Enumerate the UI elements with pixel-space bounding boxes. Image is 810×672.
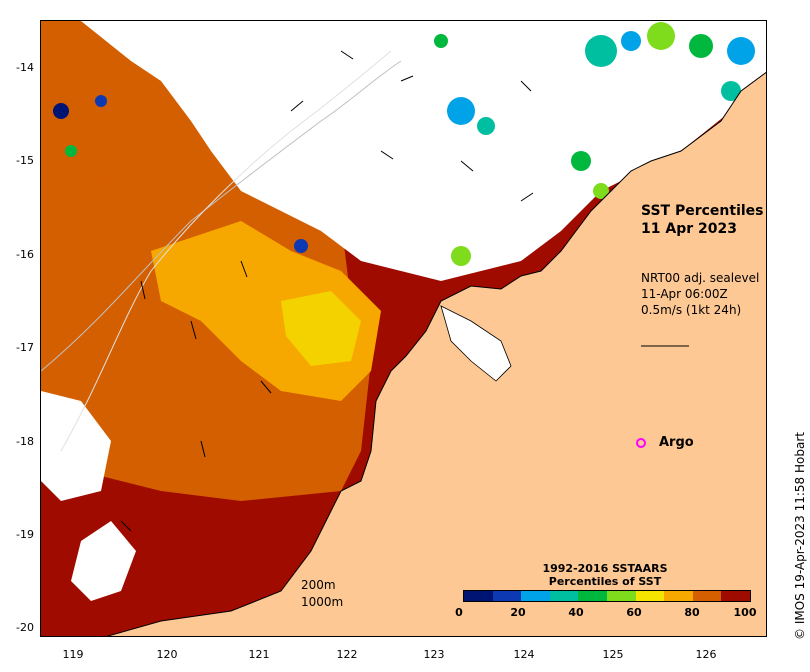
cloud-patch-west bbox=[41, 391, 111, 501]
current-time: 11-Apr 06:00Z bbox=[641, 287, 728, 301]
current-legend: NRT00 adj. sealevel 11-Apr 06:00Z 0.5m/s… bbox=[641, 270, 759, 318]
map-title-line2: 11 Apr 2023 bbox=[641, 221, 737, 237]
argo-label: Argo bbox=[659, 435, 694, 450]
sst-field-yellow bbox=[281, 291, 361, 366]
lon-label-125: 125 bbox=[602, 648, 624, 661]
colorbar-title: 1992-2016 SSTAARS Percentiles of SST bbox=[495, 562, 715, 588]
lat-label-17: -17 bbox=[16, 341, 34, 354]
colorbar-title-line2: Percentiles of SST bbox=[548, 575, 662, 588]
lat-label-18: -18 bbox=[16, 435, 34, 448]
credit-text: © IMOS 19-Apr-2023 11:58 Hobart bbox=[793, 432, 807, 640]
lon-label-124: 124 bbox=[513, 648, 535, 661]
cloud-patch-sw bbox=[71, 521, 136, 601]
map-canvas bbox=[41, 21, 766, 636]
colorbar-segment-3 bbox=[549, 591, 579, 601]
land-inlet bbox=[440, 305, 512, 382]
lon-label-121: 121 bbox=[248, 648, 270, 661]
colorbar-tick-60: 60 bbox=[626, 606, 642, 619]
colorbar-segment-9 bbox=[721, 591, 750, 601]
sst-speckles bbox=[53, 22, 755, 266]
colorbar-title-line1: 1992-2016 SSTAARS bbox=[542, 562, 668, 575]
map-title-line1: SST Percentiles bbox=[641, 203, 764, 219]
colorbar-tick-80: 80 bbox=[684, 606, 700, 619]
argo-marker-icon[interactable] bbox=[636, 438, 646, 448]
bathy-1000-label: 1000m bbox=[301, 595, 344, 609]
current-label: NRT00 adj. sealevel bbox=[641, 271, 760, 285]
current-vectors bbox=[120, 50, 689, 532]
colorbar-segment-4 bbox=[578, 591, 607, 601]
lat-label-16: -16 bbox=[16, 248, 34, 261]
current-scale: 0.5m/s (1kt 24h) bbox=[641, 303, 742, 317]
colorbar-segment-2 bbox=[521, 591, 550, 601]
colorbar-tick-40: 40 bbox=[568, 606, 584, 619]
colorbar-segment-7 bbox=[664, 591, 693, 601]
bathy-200-label: 200m bbox=[301, 578, 336, 592]
lon-label-120: 120 bbox=[156, 648, 178, 661]
map-title: SST Percentiles 11 Apr 2023 bbox=[641, 202, 764, 238]
lon-label-126: 126 bbox=[695, 648, 717, 661]
colorbar-segment-0 bbox=[464, 591, 493, 601]
bathy-contour-200 bbox=[41, 60, 402, 372]
lon-label-122: 122 bbox=[336, 648, 358, 661]
colorbar-tick-100: 100 bbox=[733, 606, 757, 619]
colorbar-tick-0: 0 bbox=[455, 606, 463, 619]
map-frame bbox=[40, 20, 767, 637]
colorbar bbox=[463, 590, 751, 602]
lat-label-15: -15 bbox=[16, 154, 34, 167]
colorbar-segment-1 bbox=[492, 591, 522, 601]
lat-label-20: -20 bbox=[16, 621, 34, 634]
land bbox=[106, 71, 766, 636]
lon-label-119: 119 bbox=[62, 648, 84, 661]
colorbar-segment-6 bbox=[635, 591, 665, 601]
lat-label-19: -19 bbox=[16, 528, 34, 541]
colorbar-segment-8 bbox=[692, 591, 722, 601]
cloud-mask bbox=[81, 21, 766, 281]
lat-label-14: -14 bbox=[16, 61, 34, 74]
colorbar-segment-5 bbox=[606, 591, 636, 601]
bathy-contour-1000 bbox=[60, 50, 392, 452]
colorbar-tick-20: 20 bbox=[510, 606, 526, 619]
lon-label-123: 123 bbox=[423, 648, 445, 661]
